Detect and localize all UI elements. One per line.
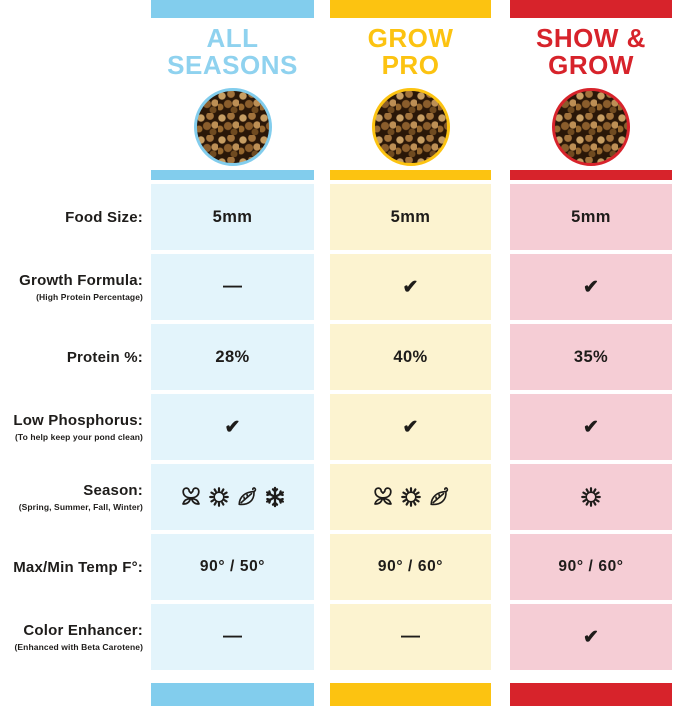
cell-max-min-temp: 90° / 50° xyxy=(151,534,314,600)
column-accent-bar-bottom xyxy=(151,683,314,706)
row-sublabel-text: (To help keep your pond clean) xyxy=(15,432,143,442)
leaf-fall-icon xyxy=(237,487,256,506)
row-label-protein: Protein %: xyxy=(0,324,148,390)
sun-summer-icon xyxy=(400,487,421,507)
column-accent-bar-top xyxy=(330,0,491,18)
cell-season-icons xyxy=(510,464,672,530)
column-accent-bar-thin xyxy=(330,170,491,180)
cell-low-phosphorus: ✔ xyxy=(330,394,491,460)
row-label-growth-formula: Growth Formula: (High Protein Percentage… xyxy=(0,254,148,320)
column-accent-bar-top xyxy=(151,0,314,18)
column-title-line2: GROW xyxy=(548,50,634,80)
row-label-season: Season: (Spring, Summer, Fall, Winter) xyxy=(0,464,148,530)
product-pellets-photo xyxy=(193,88,272,166)
column-accent-bar-thin xyxy=(151,170,314,180)
cell-low-phosphorus: ✔ xyxy=(151,394,314,460)
row-label-low-phosphorus: Low Phosphorus: (To help keep your pond … xyxy=(0,394,148,460)
snowflake-winter-icon xyxy=(264,486,285,508)
cell-growth-formula: ✔ xyxy=(330,254,491,320)
column-title: GROW PRO xyxy=(330,25,491,79)
column-all-seasons: ALL SEASONS 5mm — 28% ✔ xyxy=(151,0,314,706)
row-sublabel-text: (High Protein Percentage) xyxy=(36,292,143,302)
row-label-text: Growth Formula: xyxy=(19,272,143,289)
column-title: SHOW & GROW xyxy=(510,25,672,79)
cell-color-enhancer: ✔ xyxy=(510,604,672,670)
row-label-text: Protein %: xyxy=(66,348,143,366)
row-labels-column: Food Size: Growth Formula: (High Protein… xyxy=(0,0,148,706)
cell-season-icons xyxy=(151,464,314,530)
row-label-food-size: Food Size: xyxy=(0,184,148,250)
cell-protein: 28% xyxy=(151,324,314,390)
leaf-fall-icon xyxy=(429,487,448,506)
row-label-text: Max/Min Temp F°: xyxy=(13,558,143,576)
column-accent-bar-top xyxy=(510,0,672,18)
column-accent-bar-bottom xyxy=(510,683,672,706)
cell-max-min-temp: 90° / 60° xyxy=(330,534,491,600)
row-sublabel-text: (Spring, Summer, Fall, Winter) xyxy=(18,502,143,512)
cell-growth-formula: — xyxy=(151,254,314,320)
row-label-text: Low Phosphorus: xyxy=(13,412,143,429)
column-title-line1: SHOW & xyxy=(536,23,646,53)
cell-food-size: 5mm xyxy=(510,184,672,250)
column-title-line2: SEASONS xyxy=(167,50,298,80)
column-accent-bar-bottom xyxy=(330,683,491,706)
cell-food-size: 5mm xyxy=(151,184,314,250)
column-title-line1: GROW xyxy=(367,23,454,53)
cell-max-min-temp: 90° / 60° xyxy=(510,534,672,600)
cell-protein: 40% xyxy=(330,324,491,390)
tulip-spring-icon xyxy=(373,487,392,505)
column-title: ALL SEASONS xyxy=(151,25,314,79)
row-label-text: Food Size: xyxy=(65,208,143,226)
sun-summer-icon xyxy=(208,487,229,507)
cell-protein: 35% xyxy=(510,324,672,390)
row-label-text: Season: xyxy=(83,482,143,499)
row-label-max-min-temp: Max/Min Temp F°: xyxy=(0,534,148,600)
row-sublabel-text: (Enhanced with Beta Carotene) xyxy=(14,642,143,652)
column-title-line1: ALL xyxy=(206,23,259,53)
cell-color-enhancer: — xyxy=(330,604,491,670)
row-label-color-enhancer: Color Enhancer: (Enhanced with Beta Caro… xyxy=(0,604,148,670)
tulip-spring-icon xyxy=(181,487,200,505)
column-accent-bar-thin xyxy=(510,170,672,180)
cell-season-icons xyxy=(330,464,491,530)
column-title-line2: PRO xyxy=(381,50,440,80)
cell-low-phosphorus: ✔ xyxy=(510,394,672,460)
sun-summer-icon xyxy=(581,487,601,507)
column-grow-pro: GROW PRO 5mm ✔ 40% ✔ xyxy=(330,0,491,706)
cell-color-enhancer: — xyxy=(151,604,314,670)
cell-food-size: 5mm xyxy=(330,184,491,250)
product-pellets-photo xyxy=(552,88,630,166)
product-pellets-photo xyxy=(371,88,450,166)
column-show-and-grow: SHOW & GROW 5mm ✔ 35% ✔ 90° / 60° ✔ xyxy=(510,0,672,706)
row-label-text: Color Enhancer: xyxy=(23,622,143,639)
cell-growth-formula: ✔ xyxy=(510,254,672,320)
